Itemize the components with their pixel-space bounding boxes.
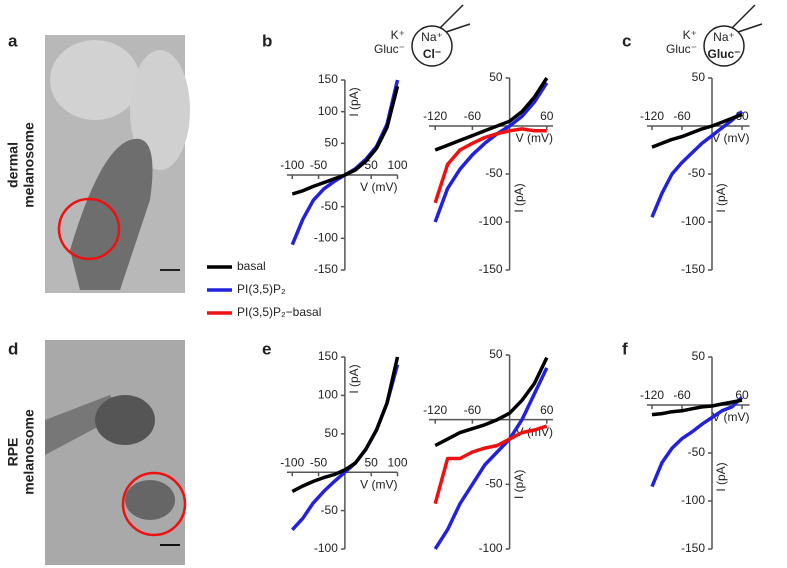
x-tick-label: -60 [464,403,482,417]
y-tick-label: -100 [314,541,338,555]
y-axis-label: I (pA) [347,87,361,116]
y-tick-label: 50 [692,349,706,363]
y-tick-label: -100 [479,214,503,228]
y-tick-label: -50 [688,445,706,459]
y-tick-label: 50 [325,136,339,150]
x-axis-label: V (mV) [712,131,749,145]
panel-label: f [622,339,628,358]
y-tick-label: 150 [318,349,338,363]
x-tick-label: 60 [540,109,554,123]
iv-curve [650,396,744,488]
x-tick-label: -100 [280,455,304,469]
row-label: RPE [5,438,21,467]
y-tick-label: -100 [681,493,705,507]
y-tick-label: 100 [318,388,338,402]
y-tick-label: -50 [688,166,706,180]
y-axis-label: I (pA) [347,364,361,393]
x-tick-label: -120 [423,403,447,417]
y-tick-label: -50 [321,503,339,517]
iv-curve [651,112,743,149]
y-tick-label: 50 [489,70,503,84]
micrograph-rpe [45,340,187,565]
panel-label: e [262,339,271,358]
iv-curve [433,424,548,505]
ion-label: Gluc⁻ [666,42,697,56]
legend-label: PI(3,5)P₂−basal [237,305,321,319]
x-axis-label: V (mV) [516,131,553,145]
y-tick-label: -100 [314,231,338,245]
y-tick-label: 150 [318,72,338,86]
row-label: melanosome [21,409,37,495]
x-axis-label: V (mV) [360,180,397,194]
x-tick-label: 50 [365,455,379,469]
ion-label: K⁺ [683,28,697,42]
x-tick-label: -60 [673,388,691,402]
y-tick-label: -50 [321,199,339,213]
y-tick-label: -150 [681,262,705,276]
schematic-b [411,4,471,67]
y-tick-label: 50 [692,70,706,84]
x-tick-label: -60 [464,109,482,123]
iv-curve [434,77,549,152]
iv-curve [291,85,400,196]
panel-label: d [8,339,18,358]
y-tick-label: -150 [681,541,705,555]
y-tick-label: 50 [325,426,339,440]
y-axis-label: I (pA) [512,470,526,499]
row-label: dermal [5,142,21,188]
y-tick-label: 100 [318,104,338,118]
iv-curve [291,356,400,493]
x-tick-label: -50 [310,455,328,469]
ion-label: Gluc⁻ [707,47,740,61]
panel-label: b [262,31,272,50]
x-tick-label: 100 [387,455,407,469]
panel-label: c [622,31,631,50]
y-tick-label: 50 [489,347,503,361]
x-axis-label: V (mV) [360,477,397,491]
y-tick-label: -100 [479,541,503,555]
iv-curve [433,127,547,204]
ion-label: Gluc⁻ [374,42,405,56]
y-tick-label: -100 [681,214,705,228]
x-axis-label: V (mV) [712,410,749,424]
x-tick-label: 60 [540,403,554,417]
x-tick-label: 50 [365,158,379,172]
x-tick-label: 100 [387,158,407,172]
micrograph-dermal [45,35,190,293]
y-axis-label: I (pA) [512,183,526,212]
y-tick-label: -150 [314,262,338,276]
schematic-c [703,4,763,67]
panel-label: a [8,31,18,50]
ion-label: Na⁺ [713,30,735,44]
y-tick-label: -50 [485,477,503,491]
ion-label: K⁺ [391,28,405,42]
iv-curve [434,356,549,448]
x-tick-label: -120 [423,109,447,123]
legend-label: PI(3,5)P₂ [237,282,286,296]
y-axis-label: I (pA) [714,183,728,212]
y-axis-label: I (pA) [714,462,728,491]
x-tick-label: -60 [673,109,691,123]
row-label: melanosome [21,122,37,208]
x-tick-label: -100 [280,158,304,172]
iv-curve [433,81,549,223]
iv-curve [433,367,549,550]
y-tick-label: -150 [479,262,503,276]
iv-curve [651,398,743,417]
iv-curve [650,110,744,218]
ion-label: Cl⁻ [423,47,441,61]
x-tick-label: -120 [640,388,664,402]
ion-label: Na⁺ [421,30,443,44]
x-tick-label: -50 [310,158,328,172]
x-tick-label: -120 [640,109,664,123]
legend-label: basal [237,259,266,273]
y-tick-label: -50 [485,166,503,180]
